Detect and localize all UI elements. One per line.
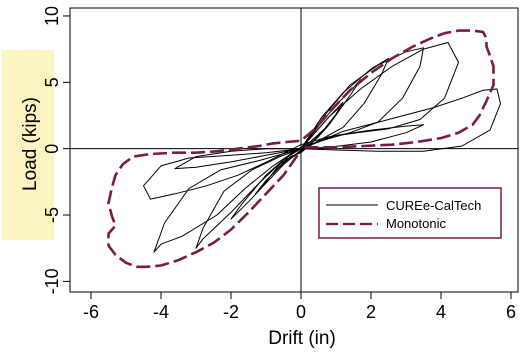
x-tick-label: 6: [506, 302, 516, 322]
x-tick-label: -4: [153, 302, 169, 322]
x-tick-label: -2: [223, 302, 239, 322]
cycle-loop-line: [143, 42, 459, 200]
legend-box: [318, 187, 502, 239]
cycle-loop-line: [195, 57, 389, 249]
plot-area: [69, 7, 519, 293]
x-ticks: -6 -4 -2 0 2 4 6: [83, 292, 516, 322]
x-tick-label: 4: [436, 302, 446, 322]
y-tick-label: -10: [42, 268, 62, 294]
y-tick-label: 5: [42, 77, 62, 87]
legend-label-cycles: CUREe-CalTech: [386, 198, 481, 213]
x-tick-label: -6: [83, 302, 99, 322]
legend-label-monotonic: Monotonic: [386, 216, 446, 231]
x-axis-title: Drift (in): [268, 328, 336, 349]
cycle-loop-line: [300, 88, 501, 152]
y-axis-title: Load (kips): [20, 97, 41, 191]
ylabel-highlight: [2, 50, 54, 240]
cycle-loop-line: [174, 124, 424, 170]
plot-frame: [69, 7, 519, 293]
y-tick-label: 0: [42, 144, 62, 154]
y-tick-label: -5: [42, 207, 62, 223]
monotonic-line: [107, 29, 495, 269]
y-tick-label: 10: [42, 6, 62, 26]
x-tick-label: 0: [296, 302, 306, 322]
x-tick-label: 2: [366, 302, 376, 322]
y-ticks: -10 -5 0 5 10: [42, 6, 70, 294]
legend: CUREe-CalTech Monotonic: [318, 187, 502, 239]
